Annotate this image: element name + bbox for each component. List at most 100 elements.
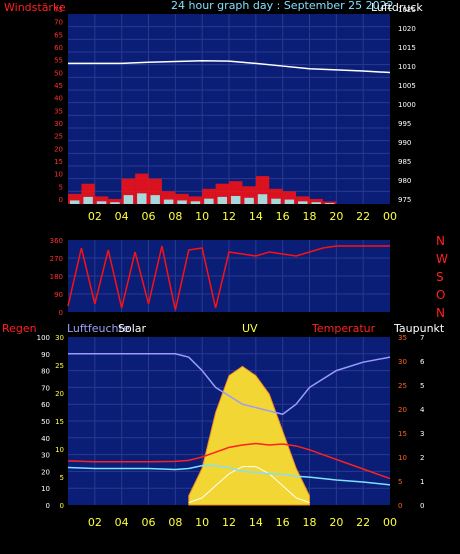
right-tick-label: 1025 xyxy=(398,6,416,14)
right-tick-label: 1005 xyxy=(398,82,416,90)
right-tick-label: 985 xyxy=(398,158,411,166)
x-tick-label: 14 xyxy=(249,516,263,529)
uv-tick-label: 2 xyxy=(420,454,424,462)
luftfeuchte-label: Luftfeuchte xyxy=(67,322,130,335)
uv-tick-label: 7 xyxy=(420,334,424,342)
panel2-left-axis: 0 90 180 270 360 xyxy=(50,237,63,317)
direction-label: O xyxy=(436,288,445,302)
left-tick-label: 180 xyxy=(50,273,63,281)
x-tick-label: 16 xyxy=(276,516,290,529)
wind-direction-line xyxy=(67,245,390,311)
left-tick-label: 270 xyxy=(50,255,63,263)
temp-tick-label: 15 xyxy=(398,430,407,438)
panel1-grid xyxy=(68,14,390,204)
humidity-line xyxy=(68,353,391,416)
left-tick-label: 40 xyxy=(54,95,63,103)
solar-tick-label: 0 xyxy=(60,502,64,510)
solar-tick-label: 30 xyxy=(55,334,64,342)
panel1-right-axis: 975 980 985 990 995 1000 1005 1010 1015 1020 1025 xyxy=(398,6,416,204)
panel1-left-label: Windstärke xyxy=(4,1,66,14)
panel1-x-axis: 02 04 06 08 10 12 14 16 18 20 22 00 xyxy=(88,210,397,223)
wind-bar xyxy=(322,201,337,204)
regen-tick-label: 90 xyxy=(41,351,50,359)
pressure-line xyxy=(68,59,391,74)
left-tick-label: 75 xyxy=(54,6,63,14)
left-tick-label: 30 xyxy=(54,120,63,128)
wind-avg-bar xyxy=(311,202,321,204)
x-tick-label: 04 xyxy=(115,516,129,529)
x-tick-label: 20 xyxy=(329,516,343,529)
uv-label: UV xyxy=(242,322,258,335)
wind-bar xyxy=(296,196,310,204)
right-tick-label: 980 xyxy=(398,177,411,185)
wind-avg-bar xyxy=(244,197,254,204)
right-tick-label: 1000 xyxy=(398,101,416,109)
x-tick-label: 02 xyxy=(88,210,102,223)
wind-avg-bar xyxy=(150,195,160,204)
wind-avg-bar xyxy=(96,201,107,204)
left-tick-label: 60 xyxy=(54,44,63,52)
wind-avg-bar xyxy=(204,198,214,204)
temp-tick-label: 10 xyxy=(398,454,407,462)
temp-tick-label: 20 xyxy=(398,406,407,414)
uv-tick-label: 6 xyxy=(420,358,425,366)
solar-tick-label: 20 xyxy=(55,390,64,398)
right-tick-label: 990 xyxy=(398,139,411,147)
x-tick-label: 02 xyxy=(88,516,102,529)
regen-tick-label: 70 xyxy=(41,384,50,392)
left-tick-label: 70 xyxy=(54,19,63,27)
wind-avg-bar xyxy=(70,200,80,204)
panel1-right-label: Luftdruck xyxy=(371,1,423,14)
regen-tick-label: 30 xyxy=(41,452,50,460)
left-tick-label: 20 xyxy=(54,145,63,153)
x-tick-label: 18 xyxy=(303,516,317,529)
wind-avg-bar xyxy=(231,196,241,204)
right-tick-label: 975 xyxy=(398,196,411,204)
x-tick-label: 22 xyxy=(356,210,370,223)
temp-tick-label: 35 xyxy=(398,334,407,342)
wind-avg-bar xyxy=(83,196,93,204)
panel1-data xyxy=(68,59,391,204)
x-tick-label: 04 xyxy=(115,210,129,223)
x-tick-label: 10 xyxy=(195,516,209,529)
regen-tick-label: 0 xyxy=(46,502,50,510)
wind-avg-bar xyxy=(257,194,268,204)
solar-tick-label: 5 xyxy=(60,474,64,482)
wind-bar xyxy=(309,198,323,204)
solar-area xyxy=(188,365,310,506)
uv-tick-label: 0 xyxy=(420,502,424,510)
right-tick-label: 1020 xyxy=(398,25,416,33)
regen-tick-label: 80 xyxy=(41,368,50,376)
wind-bar xyxy=(108,198,122,204)
panel3-axes: 0102030405060708090100051015202530012345… xyxy=(37,334,425,510)
left-tick-label: 25 xyxy=(54,133,63,141)
regen-tick-label: 100 xyxy=(37,334,50,342)
right-tick-label: 1015 xyxy=(398,44,416,52)
left-tick-label: 360 xyxy=(50,237,63,245)
x-tick-label: 22 xyxy=(356,516,370,529)
uv-tick-label: 1 xyxy=(420,478,424,486)
temp-tick-label: 0 xyxy=(398,502,402,510)
uv-tick-label: 5 xyxy=(420,382,424,390)
regen-tick-label: 60 xyxy=(41,401,50,409)
wind-avg-bar xyxy=(163,199,174,204)
panel1-title: 24 hour graph day : September 25 2022 xyxy=(171,0,394,12)
left-tick-label: 50 xyxy=(54,69,63,77)
direction-label: S xyxy=(436,270,444,284)
left-tick-label: 65 xyxy=(54,31,63,39)
solar-tick-label: 25 xyxy=(55,362,64,370)
temp-tick-label: 5 xyxy=(398,478,402,486)
taupunkt-label: Taupunkt xyxy=(393,322,445,335)
uv-line xyxy=(188,466,310,504)
x-tick-label: 10 xyxy=(195,210,209,223)
uv-tick-label: 3 xyxy=(420,430,424,438)
right-tick-label: 1010 xyxy=(398,63,416,71)
solar-tick-label: 10 xyxy=(55,446,64,454)
regen-tick-label: 10 xyxy=(41,485,50,493)
right-tick-label: 995 xyxy=(398,120,411,128)
x-tick-label: 18 xyxy=(303,210,317,223)
x-tick-label: 00 xyxy=(383,516,397,529)
wind-avg-bar xyxy=(271,198,281,204)
uv-tick-label: 4 xyxy=(420,406,425,414)
